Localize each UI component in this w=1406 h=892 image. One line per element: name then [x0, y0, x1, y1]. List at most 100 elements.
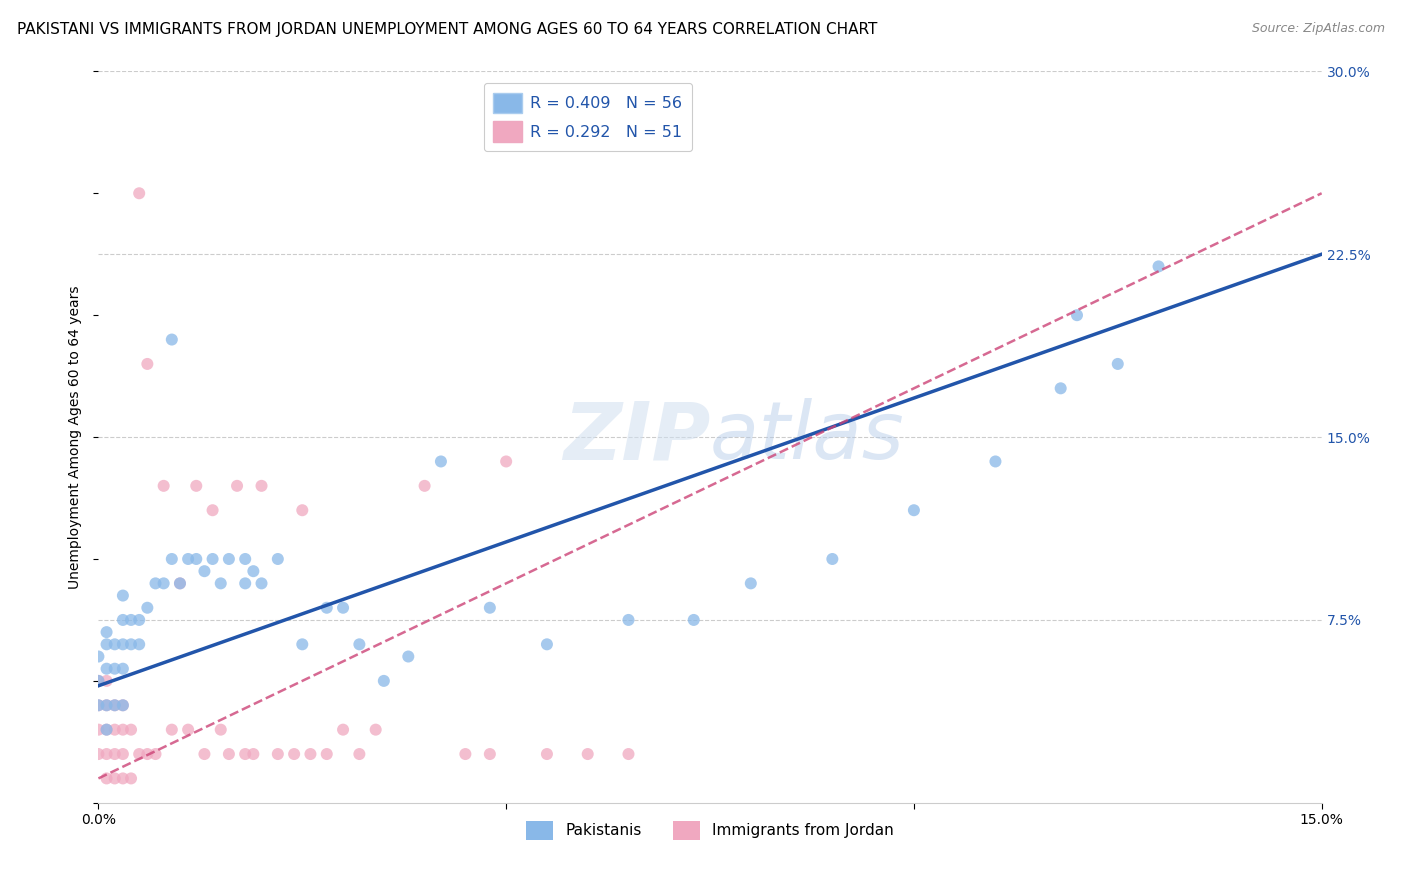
- Point: [201, 552, 224, 566]
- Point: [96, 723, 118, 737]
- Point: [96, 747, 118, 761]
- Point: [430, 454, 453, 468]
- Point: [160, 552, 183, 566]
- Point: [111, 662, 134, 676]
- Point: [250, 576, 273, 591]
- Text: ZIP: ZIP: [562, 398, 710, 476]
- Point: [821, 552, 844, 566]
- Point: [478, 600, 501, 615]
- Point: [267, 552, 290, 566]
- Point: [740, 576, 762, 591]
- Point: [536, 637, 558, 651]
- Point: [87, 698, 110, 713]
- Point: [1049, 381, 1071, 395]
- Point: [576, 747, 599, 761]
- Point: [136, 747, 159, 761]
- Point: [87, 723, 110, 737]
- Point: [111, 747, 134, 761]
- Point: [177, 552, 200, 566]
- Point: [128, 186, 150, 201]
- Point: [136, 357, 159, 371]
- Point: [242, 564, 264, 578]
- Point: [128, 637, 150, 651]
- Point: [193, 564, 215, 578]
- Point: [218, 747, 240, 761]
- Point: [104, 747, 127, 761]
- Point: [193, 747, 215, 761]
- Legend: Pakistanis, Immigrants from Jordan: Pakistanis, Immigrants from Jordan: [520, 814, 900, 847]
- Point: [128, 613, 150, 627]
- Point: [104, 698, 127, 713]
- Point: [186, 479, 208, 493]
- Point: [1066, 308, 1088, 322]
- Point: [478, 747, 501, 761]
- Point: [349, 637, 371, 651]
- Point: [413, 479, 436, 493]
- Point: [201, 503, 224, 517]
- Point: [332, 723, 354, 737]
- Point: [152, 576, 174, 591]
- Point: [233, 552, 256, 566]
- Point: [87, 649, 110, 664]
- Point: [373, 673, 395, 688]
- Text: PAKISTANI VS IMMIGRANTS FROM JORDAN UNEMPLOYMENT AMONG AGES 60 TO 64 YEARS CORRE: PAKISTANI VS IMMIGRANTS FROM JORDAN UNEM…: [17, 22, 877, 37]
- Point: [120, 772, 142, 786]
- Point: [87, 673, 110, 688]
- Point: [495, 454, 517, 468]
- Point: [111, 772, 134, 786]
- Point: [96, 772, 118, 786]
- Point: [104, 723, 127, 737]
- Point: [111, 698, 134, 713]
- Point: [617, 747, 640, 761]
- Point: [267, 747, 290, 761]
- Point: [233, 576, 256, 591]
- Point: [218, 552, 240, 566]
- Point: [128, 747, 150, 761]
- Point: [315, 747, 337, 761]
- Point: [104, 637, 127, 651]
- Point: [111, 698, 134, 713]
- Text: atlas: atlas: [710, 398, 905, 476]
- Point: [111, 723, 134, 737]
- Point: [87, 747, 110, 761]
- Point: [145, 576, 167, 591]
- Point: [299, 747, 322, 761]
- Point: [454, 747, 477, 761]
- Point: [682, 613, 704, 627]
- Point: [186, 552, 208, 566]
- Point: [1107, 357, 1129, 371]
- Point: [96, 698, 118, 713]
- Point: [152, 479, 174, 493]
- Point: [291, 503, 314, 517]
- Point: [96, 662, 118, 676]
- Point: [111, 637, 134, 651]
- Point: [283, 747, 305, 761]
- Point: [984, 454, 1007, 468]
- Point: [177, 723, 200, 737]
- Point: [396, 649, 419, 664]
- Point: [96, 698, 118, 713]
- Point: [233, 747, 256, 761]
- Y-axis label: Unemployment Among Ages 60 to 64 years: Unemployment Among Ages 60 to 64 years: [69, 285, 83, 589]
- Point: [226, 479, 249, 493]
- Point: [160, 333, 183, 347]
- Point: [903, 503, 925, 517]
- Point: [104, 772, 127, 786]
- Text: Source: ZipAtlas.com: Source: ZipAtlas.com: [1251, 22, 1385, 36]
- Point: [617, 613, 640, 627]
- Point: [364, 723, 387, 737]
- Point: [87, 673, 110, 688]
- Point: [315, 600, 337, 615]
- Point: [160, 723, 183, 737]
- Point: [120, 637, 142, 651]
- Point: [96, 637, 118, 651]
- Point: [96, 723, 118, 737]
- Point: [169, 576, 191, 591]
- Point: [111, 613, 134, 627]
- Point: [349, 747, 371, 761]
- Point: [87, 698, 110, 713]
- Point: [169, 576, 191, 591]
- Point: [111, 589, 134, 603]
- Point: [96, 625, 118, 640]
- Point: [145, 747, 167, 761]
